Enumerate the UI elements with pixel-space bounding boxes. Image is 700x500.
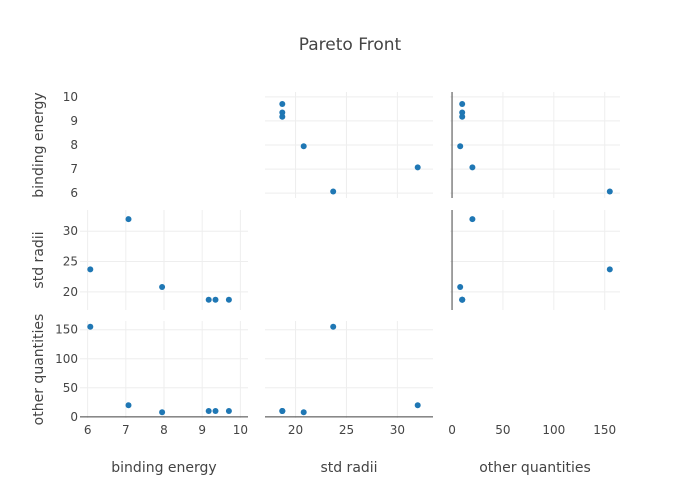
data-point[interactable] [300, 143, 307, 150]
data-point[interactable] [87, 323, 94, 330]
x-ticks-std_radii: 20 25 30 [288, 423, 405, 437]
y-tick-label: 25 [63, 255, 78, 269]
x-axis-title-std_radii: std radii [320, 460, 377, 476]
y-tick-label: 30 [63, 224, 78, 238]
chart-title: Pareto Front [299, 35, 402, 55]
data-point[interactable] [225, 408, 232, 414]
data-point[interactable] [414, 402, 421, 409]
data-point[interactable] [469, 216, 476, 223]
y-tick-label: 9 [70, 114, 78, 128]
data-point[interactable] [159, 284, 166, 290]
x-tick-label: 150 [593, 423, 616, 437]
data-point[interactable] [459, 101, 466, 107]
x-tick-label: 50 [495, 423, 510, 437]
y-tick-label: 8 [70, 138, 78, 152]
y-tick-label: 0 [70, 410, 78, 424]
data-point[interactable] [212, 408, 219, 414]
x-tick-label: 100 [542, 423, 565, 437]
cell-other_quantities-vs-binding_energy [80, 321, 248, 418]
cell-std_radii-vs-binding_energy [80, 210, 248, 310]
data-point[interactable] [279, 408, 286, 414]
x-axis-title-binding_energy: binding energy [111, 460, 216, 476]
data-point[interactable] [457, 143, 464, 150]
cell-binding_energy-vs-other_quantities [450, 92, 620, 198]
data-point[interactable] [457, 284, 464, 290]
data-point[interactable] [159, 409, 166, 416]
cell-std_radii-vs-other_quantities [450, 210, 620, 310]
data-point[interactable] [125, 216, 132, 223]
data-point[interactable] [300, 409, 307, 416]
y-ticks-binding_energy: 6 7 8 9 10 [63, 90, 78, 200]
x-ticks-other_quantities: 0 50 100 150 [448, 423, 616, 437]
y-axis-title-std_radii: std radii [31, 231, 47, 288]
y-axis-title-other_quantities: other quantities [31, 314, 47, 426]
matrix-cells: 6 7 8 9 10 20 25 30 0 50 100 150 6 7 8 9 10 20 25 30 0 50 100 1… [55, 90, 620, 437]
x-tick-label: 7 [122, 423, 130, 437]
data-point[interactable] [279, 101, 286, 107]
data-point[interactable] [87, 266, 94, 273]
y-tick-label: 6 [70, 186, 78, 200]
x-tick-label: 8 [160, 423, 168, 437]
x-tick-label: 0 [448, 423, 456, 437]
data-point[interactable] [606, 266, 613, 273]
x-tick-label: 6 [84, 423, 92, 437]
data-point[interactable] [330, 323, 337, 330]
x-tick-label: 10 [233, 423, 248, 437]
x-tick-label: 9 [198, 423, 206, 437]
x-tick-label: 25 [339, 423, 354, 437]
y-ticks-std_radii: 20 25 30 [63, 224, 78, 299]
y-tick-label: 20 [63, 285, 78, 299]
data-point[interactable] [205, 408, 212, 414]
x-tick-label: 20 [288, 423, 303, 437]
data-point[interactable] [212, 296, 219, 303]
data-point[interactable] [279, 113, 286, 120]
y-axis-title-binding_energy: binding energy [31, 92, 47, 197]
y-tick-label: 50 [63, 381, 78, 395]
y-ticks-other_quantities: 0 50 100 150 [55, 323, 78, 424]
y-tick-label: 10 [63, 90, 78, 104]
data-point[interactable] [225, 296, 232, 303]
data-point[interactable] [606, 188, 613, 195]
data-point[interactable] [414, 164, 421, 171]
cell-other_quantities-vs-std_radii [265, 321, 433, 418]
y-tick-label: 100 [55, 352, 78, 366]
data-point[interactable] [459, 109, 466, 116]
y-tick-label: 150 [55, 323, 78, 337]
data-point[interactable] [125, 402, 132, 409]
x-axis-title-other_quantities: other quantities [479, 460, 591, 476]
y-tick-label: 7 [70, 162, 78, 176]
x-ticks-binding_energy: 6 7 8 9 10 [84, 423, 248, 437]
data-point[interactable] [459, 113, 466, 120]
data-point[interactable] [279, 109, 286, 116]
x-axis-titles: binding energy std radii other quantities [111, 460, 591, 476]
x-tick-label: 30 [390, 423, 405, 437]
y-axis-titles: binding energy std radii other quantities [31, 92, 47, 425]
data-point[interactable] [459, 296, 466, 303]
data-point[interactable] [469, 164, 476, 171]
data-point[interactable] [330, 188, 337, 195]
data-point[interactable] [205, 296, 212, 303]
cell-binding_energy-vs-std_radii [265, 92, 433, 198]
